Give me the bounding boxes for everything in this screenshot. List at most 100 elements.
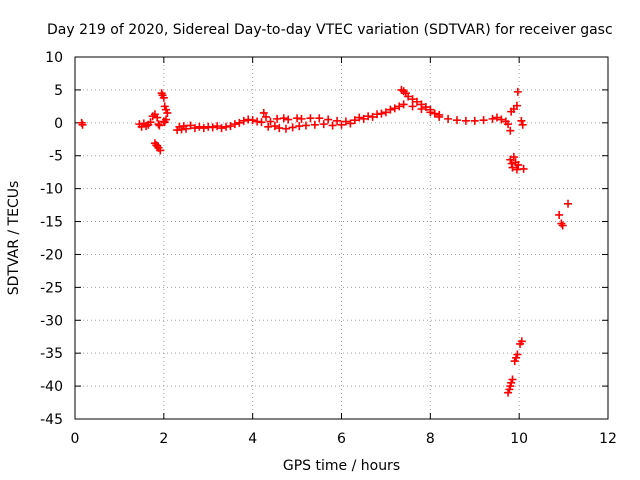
data-point	[186, 121, 195, 130]
data-point	[319, 120, 328, 129]
data-point	[386, 105, 395, 114]
data-point	[270, 122, 279, 131]
data-point	[156, 146, 165, 155]
data-point	[470, 116, 479, 125]
data-point	[328, 121, 337, 130]
data-point	[257, 118, 266, 127]
data-point	[488, 114, 497, 123]
data-point	[195, 122, 204, 131]
plot-frame	[74, 56, 609, 420]
data-point	[199, 124, 208, 133]
data-point	[509, 153, 518, 162]
data-point	[444, 114, 453, 123]
y-tick-label: 5	[54, 83, 63, 99]
y-tick-label: -10	[40, 182, 63, 198]
data-point	[155, 121, 164, 130]
data-point	[350, 116, 359, 125]
y-tick-label: -40	[40, 379, 63, 395]
data-point	[555, 210, 564, 219]
data-point	[226, 122, 235, 131]
data-point	[557, 219, 566, 228]
y-tick-label: -5	[49, 149, 63, 165]
data-point	[381, 108, 390, 117]
data-point	[492, 113, 501, 122]
data-point	[190, 124, 199, 133]
data-point	[266, 117, 275, 126]
data-point	[213, 122, 222, 131]
y-tick-label: 10	[45, 50, 63, 66]
data-point	[182, 124, 191, 133]
data-point	[239, 116, 248, 125]
data-point	[248, 116, 257, 125]
data-point	[558, 221, 567, 230]
x-tick-label: 0	[71, 431, 80, 447]
x-tick-label: 6	[337, 431, 346, 447]
data-point	[306, 114, 315, 123]
data-point	[377, 109, 386, 118]
x-tick-label: 4	[248, 431, 257, 447]
data-point	[297, 114, 306, 123]
data-point	[435, 110, 444, 119]
data-point	[310, 120, 319, 129]
data-point	[284, 115, 293, 124]
data-point	[513, 87, 522, 96]
data-point	[506, 126, 515, 135]
data-point	[514, 160, 523, 169]
data-point	[452, 116, 461, 125]
data-point	[390, 104, 399, 113]
data-point	[154, 120, 163, 129]
x-tick-label: 2	[159, 431, 168, 447]
data-point	[337, 120, 346, 129]
data-point	[497, 115, 506, 124]
data-point	[279, 114, 288, 123]
x-axis-label: GPS time / hours	[283, 458, 400, 474]
data-point	[324, 115, 333, 124]
y-tick-label: -15	[40, 215, 63, 231]
data-points	[77, 85, 573, 397]
data-point	[479, 116, 488, 125]
data-point	[346, 119, 355, 128]
data-point	[355, 113, 364, 122]
data-point	[395, 102, 404, 111]
data-point	[153, 113, 162, 122]
data-point	[421, 103, 430, 112]
data-point	[159, 93, 168, 102]
data-point	[77, 118, 86, 127]
data-point	[512, 101, 521, 110]
data-point	[208, 123, 217, 132]
data-point	[163, 108, 172, 117]
y-tick-label: 0	[54, 116, 63, 132]
data-point	[368, 112, 377, 121]
data-point	[261, 112, 270, 121]
data-point	[417, 104, 426, 113]
y-tick-label: -35	[40, 346, 63, 362]
data-point	[461, 116, 470, 125]
y-tick-label: -30	[40, 313, 63, 329]
data-point	[359, 114, 368, 123]
data-point	[519, 164, 528, 173]
y-tick-label: -20	[40, 247, 63, 263]
data-point	[399, 100, 408, 109]
data-point	[517, 337, 526, 346]
data-point	[78, 120, 87, 129]
data-point	[413, 97, 422, 106]
data-point	[146, 118, 155, 127]
data-point	[518, 120, 527, 129]
data-point	[315, 114, 324, 123]
x-tick-label: 10	[510, 431, 528, 447]
data-point	[508, 163, 517, 172]
data-point	[517, 116, 526, 125]
data-point	[504, 120, 513, 129]
data-point	[404, 92, 413, 101]
data-point	[426, 108, 435, 117]
data-point	[507, 159, 516, 168]
axis-ticks: 0 2 4 6 8 10 12 10 5 0 -5 -10 -15 -20 -25 -30 -35 -40 -45	[40, 50, 617, 447]
data-point	[408, 95, 417, 104]
x-tick-label: 8	[426, 431, 435, 447]
data-point	[230, 120, 239, 129]
data-point	[408, 102, 417, 111]
data-point	[235, 118, 244, 127]
data-point	[430, 109, 439, 118]
data-point	[288, 123, 297, 132]
